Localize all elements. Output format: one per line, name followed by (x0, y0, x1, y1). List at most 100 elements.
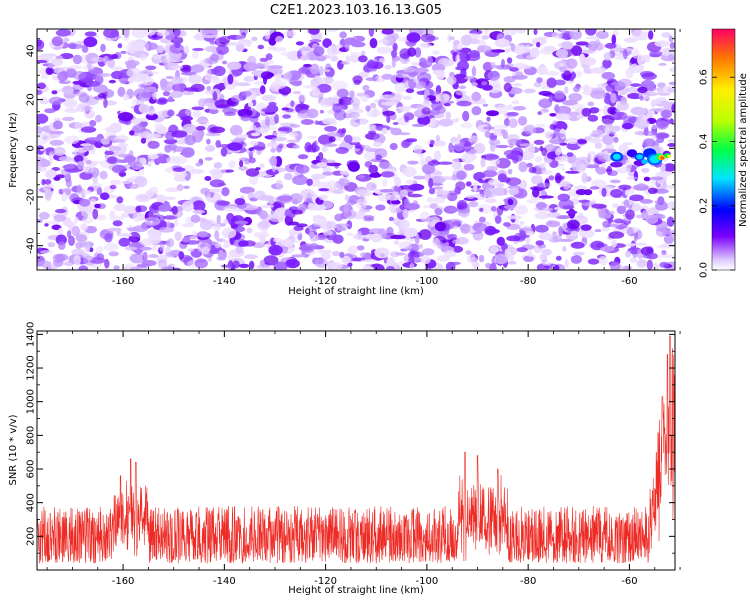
spectrogram-cell (419, 156, 425, 166)
spectrogram-cell (473, 181, 478, 192)
spectrogram-cell (557, 193, 571, 202)
spectrogram-cell (479, 207, 484, 212)
spectrogram-cell (107, 227, 122, 232)
spectrogram-cell (468, 135, 479, 143)
spectrogram-cell (485, 262, 492, 269)
spectrogram-cell (451, 162, 463, 170)
spectrogram-cell (423, 96, 430, 105)
spectrogram-cell (55, 208, 67, 214)
spectrogram-cell (307, 135, 318, 139)
spectrogram-cell (504, 117, 510, 127)
spectrogram-cell (403, 227, 418, 238)
spectrogram-cell (358, 55, 368, 63)
spectrogram-cell (104, 150, 114, 156)
spectrogram-cell (271, 80, 287, 90)
spectrogram-cell (508, 187, 520, 195)
spectrogram-cell (537, 36, 550, 40)
spectrogram-cell (245, 168, 260, 177)
spectrogram-cell (535, 123, 546, 128)
spectrogram-cell (74, 121, 81, 130)
spectrogram-cell (433, 186, 444, 190)
spectrogram-cell (52, 120, 63, 130)
spectrogram-cell (328, 136, 336, 143)
spectrogram-cell (553, 264, 560, 270)
spectrogram-cell (326, 220, 337, 230)
spectrogram-cell (45, 67, 53, 75)
spectrogram-cell (248, 147, 254, 152)
spectrogram-cell (453, 42, 458, 52)
spectrogram-cell (303, 63, 312, 68)
spectrogram-cell (646, 259, 653, 270)
spectrogram-cell (124, 246, 138, 251)
spectrogram-cell (103, 55, 110, 65)
spectrogram-cell (463, 76, 475, 80)
spectrogram-ytick-label: -40 (26, 237, 37, 253)
spectrogram-cell (564, 259, 569, 268)
spectrogram-cell (507, 185, 521, 190)
spectrogram-cell (519, 179, 528, 191)
spectrogram-cell (647, 187, 658, 194)
spectrogram-cell (250, 132, 260, 137)
spectrogram-cell (413, 144, 423, 155)
spectrogram-cell (456, 170, 467, 180)
spectrogram-cell (480, 157, 486, 168)
spectrogram-cell (655, 132, 669, 139)
spectrogram-hotspot (612, 153, 621, 160)
spectrogram-cell (244, 254, 258, 260)
spectrogram-cell (574, 185, 588, 190)
spectrogram-cell (184, 134, 197, 146)
spectrogram-xtick-label: -160 (112, 276, 135, 287)
spectrogram-cell (589, 137, 603, 144)
spectrogram-cell (265, 53, 273, 61)
spectrogram-cell (618, 184, 632, 190)
spectrogram-cell (173, 29, 181, 37)
spectrogram-cell (654, 200, 666, 204)
spectrogram-cell (568, 188, 577, 197)
spectrogram-cell (259, 259, 265, 267)
spectrogram-cell (312, 215, 327, 224)
spectrogram-cell (407, 160, 419, 165)
spectrogram-cell (206, 138, 211, 145)
spectrogram-cell (376, 46, 393, 54)
spectrogram-cell (470, 188, 484, 193)
spectrogram-cell (549, 138, 565, 145)
spectrogram-cell (397, 132, 411, 136)
spectrogram-cell (423, 174, 429, 181)
spectrogram-cell (531, 175, 543, 185)
spectrogram-cell (108, 79, 116, 84)
spectrogram-cell (507, 261, 517, 265)
spectrogram-cell (568, 93, 583, 102)
spectrogram-cell (147, 140, 160, 149)
spectrogram-cell (117, 43, 123, 49)
spectrogram-cell (493, 124, 508, 129)
spectrogram-cell (589, 107, 600, 114)
spectrogram-cell (322, 229, 333, 236)
spectrogram-cell (450, 48, 462, 56)
spectrogram-cell (58, 156, 72, 162)
spectrogram-cell (96, 73, 112, 77)
spectrogram-cell (381, 73, 394, 80)
spectrogram-cell (455, 66, 464, 71)
spectrogram-cell (626, 176, 638, 180)
spectrogram-cell (219, 251, 227, 259)
spectrogram-cell (289, 132, 299, 138)
spectrogram-cell (649, 176, 664, 181)
snr-series-line (37, 335, 675, 564)
spectrogram-cell (217, 182, 227, 186)
spectrogram-cell (533, 29, 538, 35)
spectrogram-cell (482, 61, 493, 72)
spectrogram-cell (581, 172, 588, 184)
spectrogram-cell (144, 86, 157, 93)
spectrogram-cell (369, 38, 378, 49)
spectrogram-cell (648, 30, 654, 40)
spectrogram-cell (75, 241, 83, 249)
spectrogram-cell (609, 261, 621, 270)
spectrogram-cell (509, 67, 519, 72)
spectrogram-cell (432, 69, 445, 75)
spectrogram-cell (225, 169, 234, 173)
spectrogram-cell (293, 225, 304, 231)
spectrogram-cell (666, 216, 675, 227)
spectrogram-cell (666, 185, 675, 189)
spectrogram-cell (269, 126, 277, 131)
spectrogram-cell (645, 214, 659, 224)
